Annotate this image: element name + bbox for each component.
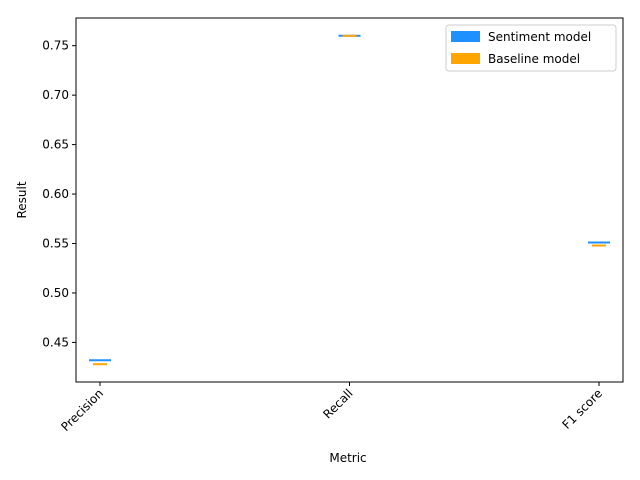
series-layer: [89, 34, 610, 366]
y-tick-label: 0.60: [42, 187, 69, 201]
legend-label-sentiment: Sentiment model: [488, 30, 591, 44]
y-axis: 0.45 0.50 0.55 0.60 0.65 0.70 0.75: [42, 39, 76, 349]
y-tick-label: 0.45: [42, 335, 69, 349]
y-tick-label: 0.50: [42, 286, 69, 300]
x-tick-label: Recall: [320, 386, 355, 421]
legend-swatch-sentiment: [451, 31, 480, 42]
y-tick-label: 0.70: [42, 88, 69, 102]
legend-label-baseline: Baseline model: [488, 52, 580, 66]
y-tick-label: 0.75: [42, 39, 69, 53]
legend-swatch-baseline: [451, 53, 480, 64]
legend-frame: [445, 24, 617, 72]
plot-area: [75, 17, 624, 383]
y-tick-label: 0.55: [42, 237, 69, 251]
y-axis-label: Result: [15, 181, 29, 218]
x-tick-label: Precision: [58, 386, 106, 434]
legend: Sentiment model Baseline model: [445, 24, 617, 72]
x-axis: Precision Recall F1 score: [58, 382, 605, 434]
x-tick-label: F1 score: [559, 386, 605, 432]
y-tick-label: 0.65: [42, 138, 69, 152]
axes-frame: [75, 17, 624, 383]
x-axis-label: Metric: [329, 451, 366, 465]
